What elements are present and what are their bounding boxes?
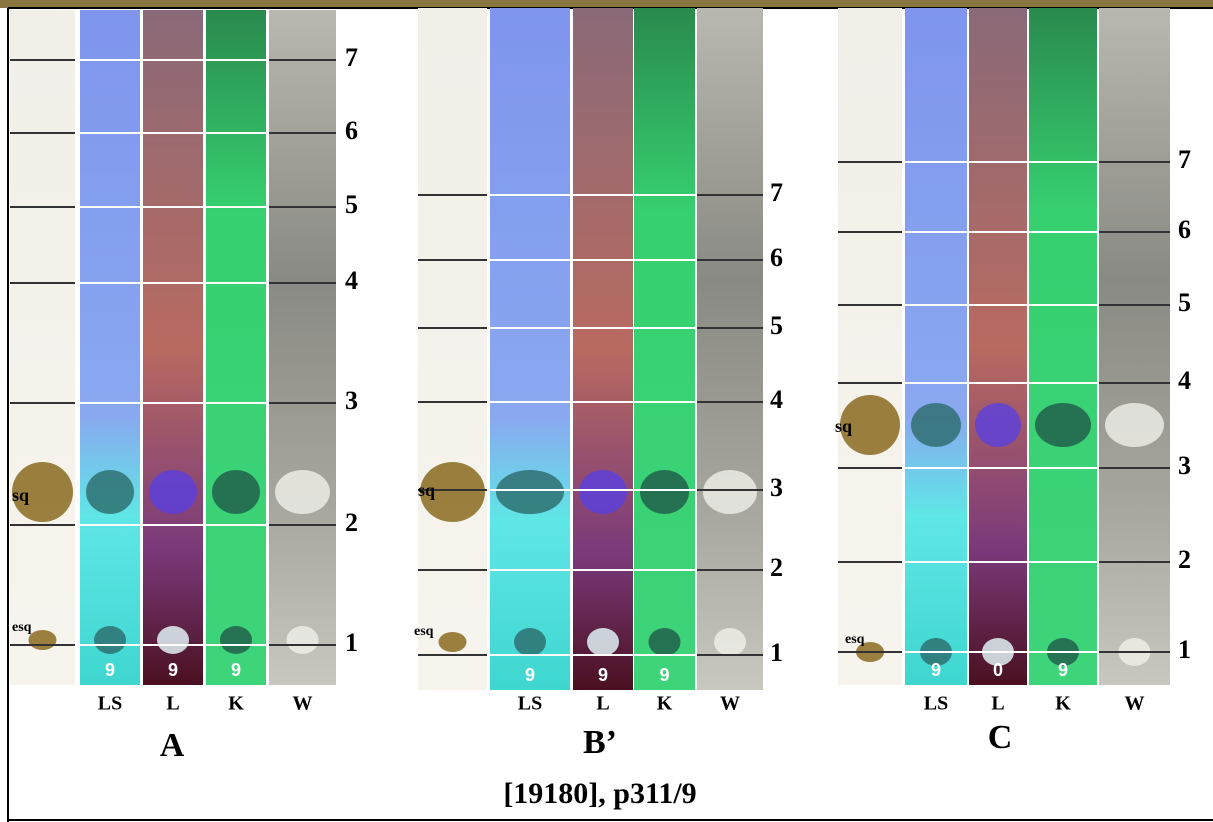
lane-label: K (1055, 693, 1071, 715)
lane-label: L (991, 693, 1004, 715)
band-number: 2 (345, 508, 358, 537)
lane-label: LS (924, 693, 948, 715)
band-number: 6 (1178, 215, 1191, 244)
band-number: 6 (345, 116, 358, 145)
spot (703, 470, 757, 514)
strip (490, 8, 570, 690)
strip (1029, 8, 1097, 685)
spot (579, 470, 627, 514)
lane-label: LS (98, 693, 122, 715)
strip (838, 8, 902, 685)
spot (1105, 403, 1164, 447)
spot (1035, 403, 1091, 447)
strip (573, 8, 633, 690)
spot (640, 470, 689, 514)
lane-label: L (596, 693, 609, 715)
band-number: 1 (1178, 635, 1191, 664)
lane-label: W (1125, 693, 1145, 715)
strip (80, 10, 140, 685)
lane-label: L (166, 693, 179, 715)
panel-label: C (988, 719, 1013, 756)
panel-label: A (160, 727, 185, 764)
strip (1099, 8, 1170, 685)
strip (206, 10, 266, 685)
strip (634, 8, 695, 690)
band-number: 3 (1178, 451, 1191, 480)
lane-mark: 9 (659, 665, 669, 685)
band-number: 4 (1178, 366, 1191, 395)
band-number: 4 (770, 385, 783, 414)
spot (911, 403, 961, 447)
spot (86, 470, 134, 514)
strip (418, 8, 487, 690)
lane-mark: 9 (231, 660, 241, 680)
spot (212, 470, 260, 514)
spot-label: sq (418, 480, 435, 500)
lane-mark: 9 (525, 665, 535, 685)
band-number: 5 (770, 311, 783, 340)
band-number: 3 (770, 473, 783, 502)
strip (10, 10, 75, 685)
spot (94, 626, 126, 654)
lane-label: LS (518, 693, 542, 715)
spot (439, 632, 467, 652)
caption: [19180], p311/9 (503, 777, 696, 810)
band-number: 7 (1178, 145, 1191, 174)
spot (157, 626, 189, 654)
band-number: 4 (345, 266, 358, 295)
band-number: 3 (345, 386, 358, 415)
lane-mark: 9 (168, 660, 178, 680)
lane-mark: 9 (1058, 660, 1068, 680)
lane-mark: 9 (931, 660, 941, 680)
band-number: 7 (770, 178, 783, 207)
spot (714, 628, 746, 656)
panel-label: B’ (583, 724, 617, 761)
strip (143, 10, 203, 685)
lane-label: W (720, 693, 740, 715)
spot (514, 628, 546, 656)
spot (287, 626, 319, 654)
spot (220, 626, 252, 654)
band-number: 2 (770, 553, 783, 582)
strip (969, 8, 1027, 685)
band-number: 7 (345, 43, 358, 72)
band-number: 2 (1178, 545, 1191, 574)
spot-label: sq (12, 485, 29, 505)
band-number: 1 (770, 638, 783, 667)
figure: [19180], p311/9 7 6 5 4 3 2 1 LS L K W 9 9 9 sq esq A 7 6 5… (0, 0, 1213, 822)
spot-label: esq (414, 624, 434, 639)
spot (149, 470, 197, 514)
lane-mark: 0 (993, 660, 1003, 680)
spot (275, 470, 330, 514)
lane-label: K (228, 693, 244, 715)
lane-mark: 9 (105, 660, 115, 680)
band-number: 5 (1178, 288, 1191, 317)
lane-mark: 9 (598, 665, 608, 685)
spot (29, 630, 57, 650)
spot (587, 628, 619, 656)
top-band (0, 0, 1213, 8)
lane-label: W (293, 693, 313, 715)
band-number: 5 (345, 190, 358, 219)
strip (269, 10, 336, 685)
spot (975, 403, 1021, 447)
spot-label: esq (845, 632, 865, 647)
spot-label: sq (835, 416, 852, 436)
band-number: 6 (770, 243, 783, 272)
lane-label: K (657, 693, 673, 715)
spot (496, 470, 564, 514)
strip (697, 8, 763, 690)
band-number: 1 (345, 628, 358, 657)
spot (649, 628, 681, 656)
strip (905, 8, 967, 685)
spot-label: esq (12, 620, 32, 635)
